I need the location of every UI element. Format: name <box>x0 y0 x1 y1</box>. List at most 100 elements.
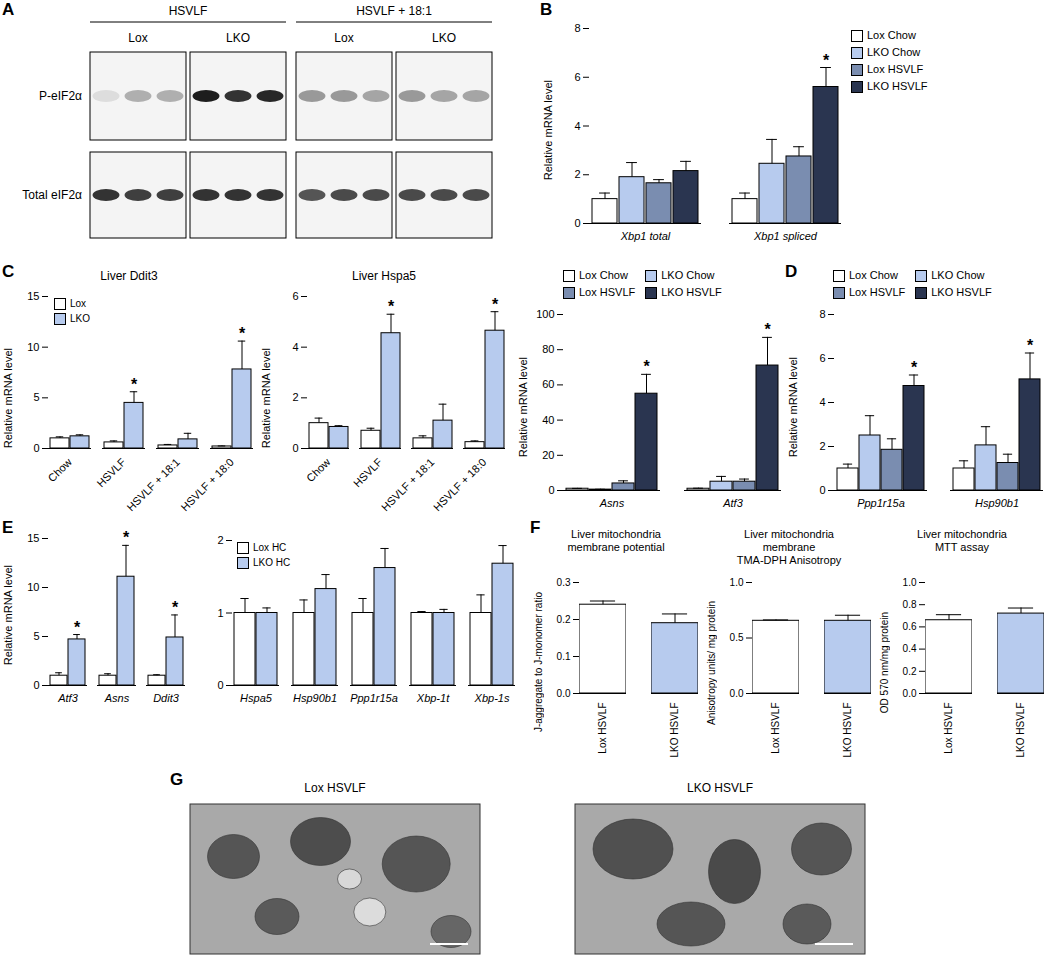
svg-text:*: * <box>492 296 499 313</box>
svg-text:LKO: LKO <box>226 31 250 45</box>
svg-text:HSVLF + 18:1: HSVLF + 18:1 <box>356 4 432 18</box>
svg-text:0: 0 <box>292 442 298 454</box>
svg-text:Ppp1r15a: Ppp1r15a <box>857 497 905 509</box>
svg-text:*: * <box>388 298 395 315</box>
svg-text:1.0: 1.0 <box>903 577 917 588</box>
svg-text:HSVLF: HSVLF <box>351 456 385 490</box>
svg-text:Atf3: Atf3 <box>57 692 78 704</box>
svg-text:Xbp1 spliced: Xbp1 spliced <box>753 230 818 242</box>
html-text:Liver mitochondria membrane po: Liver mitochondria membrane potential <box>567 528 665 553</box>
svg-text:HSVLF: HSVLF <box>94 456 128 490</box>
svg-text:LKO: LKO <box>432 31 456 45</box>
svg-text:Xbp1 total: Xbp1 total <box>620 230 671 242</box>
svg-text:5: 5 <box>33 391 39 403</box>
svg-text:*: * <box>643 358 650 375</box>
svg-text:Lox HSVLF: Lox HSVLF <box>597 703 608 754</box>
svg-text:15: 15 <box>27 290 39 302</box>
svg-text:100: 100 <box>536 308 554 320</box>
svg-text:0: 0 <box>548 484 554 496</box>
html-text:Liver Hspa5: Liver Hspa5 <box>352 269 416 283</box>
svg-text:10: 10 <box>27 341 39 353</box>
svg-text:4: 4 <box>574 120 580 132</box>
svg-text:*: * <box>764 321 771 338</box>
svg-text:0: 0 <box>819 484 825 496</box>
svg-text:LKO HSVLF: LKO HSVLF <box>669 703 680 758</box>
svg-text:6: 6 <box>292 290 298 302</box>
svg-text:0.2: 0.2 <box>557 614 571 625</box>
svg-text:0.5: 0.5 <box>730 632 744 643</box>
svg-text:HSVLF + 18:1: HSVLF + 18:1 <box>379 456 437 514</box>
svg-text:P-eIF2α: P-eIF2α <box>39 89 82 103</box>
svg-text:Lox HSVLF: Lox HSVLF <box>304 781 365 795</box>
svg-text:0: 0 <box>33 442 39 454</box>
svg-text:Lox HSVLF: Lox HSVLF <box>770 703 781 754</box>
svg-text:0: 0 <box>217 679 223 691</box>
svg-text:80: 80 <box>542 343 554 355</box>
svg-text:*: * <box>123 529 130 546</box>
svg-text:Lox HSVLF: Lox HSVLF <box>943 703 954 754</box>
svg-text:5: 5 <box>33 630 39 642</box>
svg-text:40: 40 <box>542 414 554 426</box>
svg-text:*: * <box>823 52 830 69</box>
svg-text:Chow: Chow <box>46 456 74 484</box>
html-text:Liver Ddit3: Liver Ddit3 <box>100 269 158 283</box>
svg-text:0.2: 0.2 <box>903 666 917 677</box>
svg-text:0.0: 0.0 <box>903 688 917 699</box>
svg-text:0: 0 <box>574 217 580 229</box>
svg-text:*: * <box>1027 337 1034 354</box>
svg-text:HSVLF + 18:0: HSVLF + 18:0 <box>178 456 236 514</box>
svg-text:*: * <box>911 359 918 376</box>
svg-text:6: 6 <box>819 352 825 364</box>
svg-text:0.0: 0.0 <box>557 688 571 699</box>
svg-text:8: 8 <box>574 22 580 34</box>
svg-text:4: 4 <box>292 341 298 353</box>
svg-text:0.0: 0.0 <box>730 688 744 699</box>
svg-text:0.3: 0.3 <box>557 577 571 588</box>
svg-text:Ddit3: Ddit3 <box>153 692 180 704</box>
svg-text:0.1: 0.1 <box>557 651 571 662</box>
html-text:G: G <box>170 770 184 789</box>
svg-text:*: * <box>172 599 179 616</box>
svg-text:Lox: Lox <box>128 31 147 45</box>
svg-text:Xbp-1s: Xbp-1s <box>474 692 510 704</box>
svg-text:Ppp1r15a: Ppp1r15a <box>350 692 398 704</box>
svg-text:4: 4 <box>819 396 825 408</box>
svg-text:Chow: Chow <box>304 456 332 484</box>
svg-text:Xbp-1t: Xbp-1t <box>416 692 450 704</box>
svg-text:1.0: 1.0 <box>730 577 744 588</box>
svg-text:*: * <box>239 325 246 342</box>
svg-text:60: 60 <box>542 378 554 390</box>
html-text:Liver mitochondria membrane TM: Liver mitochondria membrane TMA-DPH Anis… <box>736 528 842 566</box>
svg-text:Hspa5: Hspa5 <box>240 692 273 704</box>
svg-text:10: 10 <box>27 581 39 593</box>
svg-text:*: * <box>74 619 81 636</box>
svg-text:Total eIF2α: Total eIF2α <box>22 188 82 202</box>
svg-text:2: 2 <box>819 440 825 452</box>
svg-text:*: * <box>131 376 138 393</box>
svg-text:0: 0 <box>33 679 39 691</box>
svg-text:Hsp90b1: Hsp90b1 <box>293 692 337 704</box>
svg-text:6: 6 <box>574 71 580 83</box>
svg-text:HSVLF + 18:1: HSVLF + 18:1 <box>124 456 182 514</box>
svg-text:2: 2 <box>574 168 580 180</box>
svg-text:8: 8 <box>819 308 825 320</box>
svg-text:Lox: Lox <box>334 31 353 45</box>
svg-text:Hsp90b1: Hsp90b1 <box>975 497 1019 509</box>
svg-text:HSVLF + 18:0: HSVLF + 18:0 <box>431 456 489 514</box>
svg-text:LKO HSVLF: LKO HSVLF <box>1015 703 1026 758</box>
svg-text:2: 2 <box>217 534 223 546</box>
svg-text:0.8: 0.8 <box>903 599 917 610</box>
svg-text:1: 1 <box>217 607 223 619</box>
svg-text:Asns: Asns <box>599 497 625 509</box>
svg-text:LKO HSVLF: LKO HSVLF <box>842 703 853 758</box>
svg-text:15: 15 <box>27 532 39 544</box>
svg-text:0.6: 0.6 <box>903 621 917 632</box>
svg-text:20: 20 <box>542 449 554 461</box>
svg-text:2: 2 <box>292 391 298 403</box>
svg-text:LKO HSVLF: LKO HSVLF <box>687 781 753 795</box>
svg-text:Asns: Asns <box>104 692 130 704</box>
svg-text:HSVLF: HSVLF <box>169 4 208 18</box>
svg-text:0.4: 0.4 <box>903 643 917 654</box>
svg-text:Atf3: Atf3 <box>722 497 743 509</box>
html-text:Liver mitochondria MTT assay: Liver mitochondria MTT assay <box>917 528 1007 553</box>
